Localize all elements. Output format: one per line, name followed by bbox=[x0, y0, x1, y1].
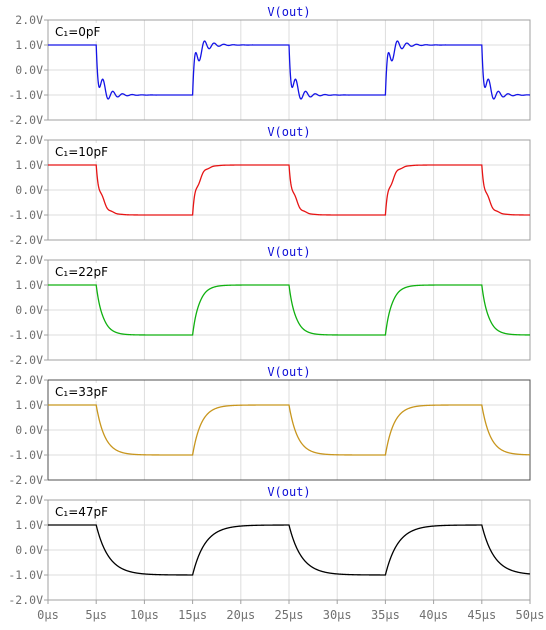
x-tick-label: 45µs bbox=[467, 608, 496, 622]
waveform-series-3 bbox=[48, 284, 530, 336]
series-label: C₁=47pF bbox=[55, 505, 108, 519]
y-tick-label: -1.0V bbox=[8, 328, 43, 342]
y-tick-label: 1.0V bbox=[15, 38, 43, 52]
series-label-background bbox=[51, 263, 113, 281]
x-tick-label: 0µs bbox=[37, 608, 59, 622]
panel-title: V(out) bbox=[267, 125, 310, 139]
x-tick-label: 35µs bbox=[371, 608, 400, 622]
y-tick-label: 2.0V bbox=[15, 133, 43, 147]
series-label: C₁=10pF bbox=[55, 145, 108, 159]
y-tick-label: 1.0V bbox=[15, 158, 43, 172]
panel-title: V(out) bbox=[267, 245, 310, 259]
x-tick-label: 50µs bbox=[516, 608, 545, 622]
waveform-series-1 bbox=[48, 40, 531, 100]
waveform-series-5 bbox=[48, 524, 531, 576]
y-tick-label: -1.0V bbox=[8, 568, 43, 582]
y-tick-label: -1.0V bbox=[8, 448, 43, 462]
y-tick-label: -2.0V bbox=[8, 113, 43, 127]
series-label: C₁=22pF bbox=[55, 265, 108, 279]
y-tick-label: -2.0V bbox=[8, 353, 43, 367]
y-tick-label: 0.0V bbox=[15, 183, 43, 197]
y-tick-label: 0.0V bbox=[15, 303, 43, 317]
x-tick-label: 30µs bbox=[323, 608, 352, 622]
series-label-background bbox=[51, 383, 113, 401]
y-tick-label: -1.0V bbox=[8, 88, 43, 102]
x-axis: 0µs 5µs 10µs 15µs 20µs 25µs 30µs 35µs 40µs 45µs 50… bbox=[37, 600, 544, 622]
x-tick-label: 25µs bbox=[275, 608, 304, 622]
chart-panel-2: 2.0V 1.0V 0.0V -1.0V -2.0V V(out) C₁=10pF bbox=[8, 125, 531, 247]
waveform-series-2 bbox=[48, 164, 530, 216]
chart-panel-3: 2.0V 1.0V 0.0V -1.0V -2.0V V(out) C₁=22pF bbox=[8, 245, 531, 367]
x-tick-label: 15µs bbox=[178, 608, 207, 622]
chart-panel-1: 2.0V 1.0V 0.0V -1.0V -2.0V V(out) C₁=0pF bbox=[8, 5, 531, 127]
panel-title: V(out) bbox=[267, 365, 310, 379]
series-label: C₁=33pF bbox=[55, 385, 108, 399]
panel-title: V(out) bbox=[267, 485, 310, 499]
series-label: C₁=0pF bbox=[55, 25, 100, 39]
y-tick-label: 2.0V bbox=[15, 493, 43, 507]
series-label-background bbox=[51, 503, 113, 521]
y-tick-label: 0.0V bbox=[15, 423, 43, 437]
x-tick-label: 5µs bbox=[85, 608, 107, 622]
series-label-background bbox=[51, 23, 105, 41]
y-tick-label: 1.0V bbox=[15, 398, 43, 412]
chart-panel-4: 2.0V 1.0V 0.0V -1.0V -2.0V V(out) C₁=33pF bbox=[8, 365, 531, 487]
y-tick-label: -2.0V bbox=[8, 233, 43, 247]
y-tick-label: -2.0V bbox=[8, 593, 43, 607]
y-tick-label: 1.0V bbox=[15, 518, 43, 532]
y-tick-label: 0.0V bbox=[15, 543, 43, 557]
y-tick-label: 2.0V bbox=[15, 13, 43, 27]
y-tick-label: -1.0V bbox=[8, 208, 43, 222]
y-tick-label: -2.0V bbox=[8, 473, 43, 487]
chart-panel-5: 2.0V 1.0V 0.0V -1.0V -2.0V V(out) C₁=47pF bbox=[8, 485, 531, 607]
x-tick-label: 20µs bbox=[226, 608, 255, 622]
x-tick-label: 10µs bbox=[130, 608, 159, 622]
x-tick-label: 40µs bbox=[419, 608, 448, 622]
y-tick-label: 1.0V bbox=[15, 278, 43, 292]
series-label-background bbox=[51, 143, 113, 161]
panel-title: V(out) bbox=[267, 5, 310, 19]
y-tick-label: 0.0V bbox=[15, 63, 43, 77]
y-tick-label: 2.0V bbox=[15, 253, 43, 267]
waveform-series-4 bbox=[48, 404, 531, 456]
y-tick-label: 2.0V bbox=[15, 373, 43, 387]
